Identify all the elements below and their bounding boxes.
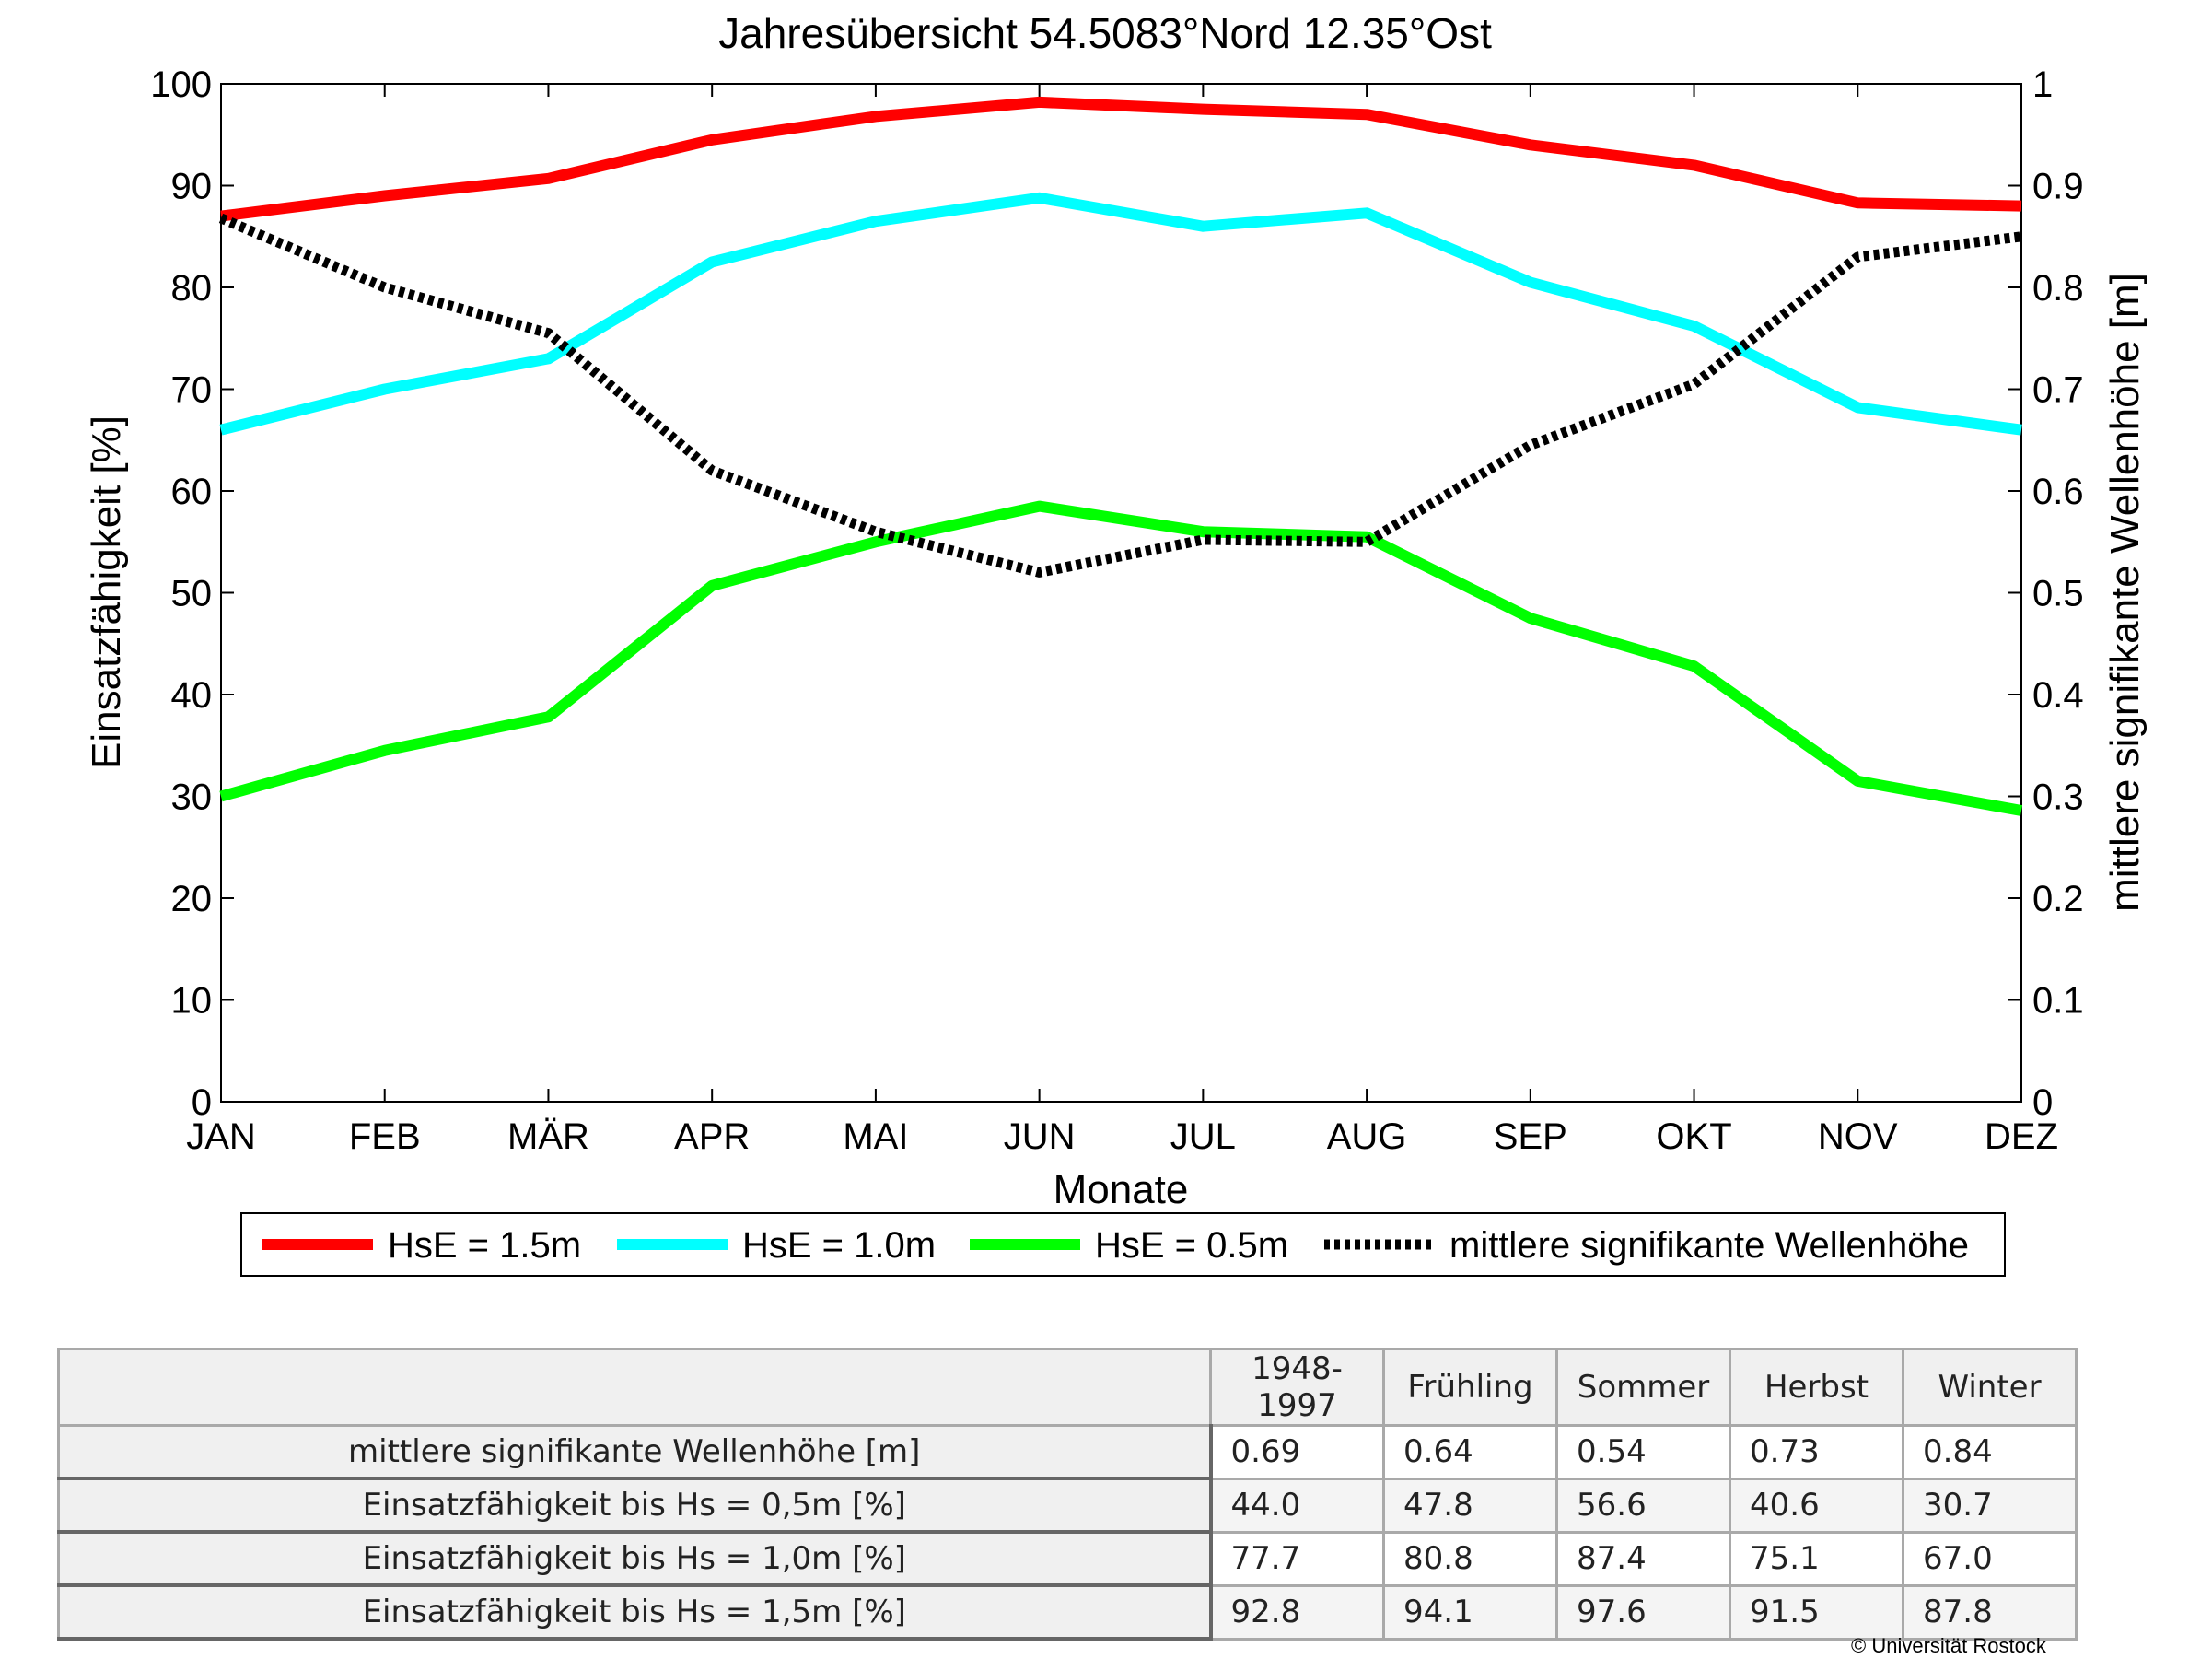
table-header-row: 1948-1997 Frühling Sommer Herbst Winter [57,1348,2078,1427]
table-row-label: Einsatzfähigkeit bis Hs = 0,5m [%] [57,1477,1213,1534]
x-axis-label: Monate [1054,1167,1189,1212]
table-header-cell: Herbst [1729,1348,1904,1427]
y-tick-label-left: 40 [171,675,213,716]
table-row: mittlere signifikante Wellenhöhe [m] 0.6… [57,1424,2078,1480]
table-cell: 87.8 [1902,1583,2078,1641]
table-header-cell: Sommer [1555,1348,1731,1427]
y-tick-label-left: 100 [150,64,212,105]
x-tick-label: SEP [1494,1116,1567,1157]
series-line-1 [219,192,2022,436]
table-cell: 80.8 [1382,1530,1558,1587]
y-tick-label-right: 0.5 [2032,574,2084,614]
table-cell: 0.84 [1902,1424,2078,1480]
x-tick-label: FEB [349,1116,421,1157]
stats-table: 1948-1997 Frühling Sommer Herbst Winter … [57,1348,2078,1641]
legend-label: HsE = 0.5m [1095,1225,1288,1266]
table-cell: 94.1 [1382,1583,1558,1641]
y-tick-label-left: 10 [171,981,213,1022]
series-lines [218,96,2023,816]
x-tick-label: APR [674,1116,750,1157]
x-tick-label: MAI [843,1116,908,1157]
plot-area [220,83,2022,1103]
table-cell: 44.0 [1209,1477,1385,1534]
legend-label: HsE = 1.0m [742,1225,936,1266]
y-tick-label-right: 0.2 [2032,879,2084,919]
table-row: Einsatzfähigkeit bis Hs = 1,0m [%] 77.7 … [57,1530,2078,1587]
table-cell: 92.8 [1209,1583,1385,1641]
table-cell: 67.0 [1902,1530,2078,1587]
table-row-label: Einsatzfähigkeit bis Hs = 1,0m [%] [57,1530,1213,1587]
x-tick-label: NOV [1818,1116,1898,1157]
x-tick-label: DEZ [1985,1116,2058,1157]
table-header-cell: Frühling [1382,1348,1558,1427]
y-tick-label-right: 0.6 [2032,472,2084,512]
legend-box [240,1212,2006,1277]
table-cell: 56.6 [1555,1477,1731,1534]
table-row-label: Einsatzfähigkeit bis Hs = 1,5m [%] [57,1583,1213,1641]
x-tick-label: JUL [1170,1116,1236,1157]
table-cell: 0.64 [1382,1424,1558,1480]
table-cell: 75.1 [1729,1530,1904,1587]
y-tick-label-left: 70 [171,370,213,411]
y-tick-label-right: 0.9 [2032,167,2084,207]
copyright-notice: © Universität Rostock [1851,1634,2046,1657]
y-tick-label-right: 0.8 [2032,268,2084,309]
x-tick-label: MÄR [507,1116,589,1157]
table-cell: 87.4 [1555,1530,1731,1587]
y-axis-label-left: Einsatzfähigkeit [%] [84,415,129,769]
table-header-cell: Winter [1902,1348,2078,1427]
x-tick-label: JAN [186,1116,256,1157]
y-tick-label-left: 20 [171,879,213,919]
y-tick-label-left: 90 [171,167,213,207]
axis-ticks: JAN FEB MÄR APR MAI JUN JUL AUG SEP OKT NOV DEZ0102… [150,64,2083,1157]
y-tick-label-right: 0.1 [2032,981,2084,1022]
legend-label: mittlere signifikante Wellenhöhe [1449,1225,1969,1266]
table-cell: 40.6 [1729,1477,1904,1534]
y-tick-label-right: 0.4 [2032,675,2084,716]
table-cell: 91.5 [1729,1583,1904,1641]
chart: Jahresübersicht 54.5083°Nord 12.35°Ost J… [84,9,2148,1277]
table-cell: 0.69 [1209,1424,1385,1480]
x-tick-label: JUN [1004,1116,1076,1157]
x-tick-label: AUG [1327,1116,1407,1157]
table-row: Einsatzfähigkeit bis Hs = 1,5m [%] 92.8 … [57,1583,2078,1641]
table-row: Einsatzfähigkeit bis Hs = 0,5m [%] 44.0 … [57,1477,2078,1534]
y-tick-label-right: 0.3 [2032,777,2084,818]
table-cell: 97.6 [1555,1583,1731,1641]
y-tick-label-left: 0 [192,1082,212,1123]
chart-title: Jahresübersicht 54.5083°Nord 12.35°Ost [718,9,1492,57]
series-line-0 [220,96,2022,222]
y-tick-label-left: 60 [171,472,213,512]
table-header-cell: 1948-1997 [1209,1348,1385,1427]
series-line-3 [218,213,2022,578]
table-cell: 0.54 [1555,1424,1731,1480]
table-cell: 77.7 [1209,1530,1385,1587]
table-corner-cell [57,1348,1212,1427]
table-cell: 0.73 [1729,1424,1904,1480]
legend-label: HsE = 1.5m [388,1225,581,1266]
y-tick-label-right: 1 [2032,64,2053,105]
x-tick-label: OKT [1656,1116,1731,1157]
y-tick-label-left: 80 [171,268,213,309]
table-cell: 47.8 [1382,1477,1558,1534]
y-tick-label-left: 30 [171,777,213,818]
y-axis-label-right: mittlere signifikante Wellenhöhe [m] [2102,273,2148,912]
y-tick-label-right: 0.7 [2032,370,2084,411]
series-line-2 [219,500,2023,816]
legend: HsE = 1.5m HsE = 1.0m HsE = 0.5m mittlere s… [240,1212,2006,1277]
table-row-label: mittlere signifikante Wellenhöhe [m] [57,1424,1213,1480]
y-tick-label-left: 50 [171,574,213,614]
table-cell: 30.7 [1902,1477,2078,1534]
y-tick-label-right: 0 [2032,1082,2053,1123]
